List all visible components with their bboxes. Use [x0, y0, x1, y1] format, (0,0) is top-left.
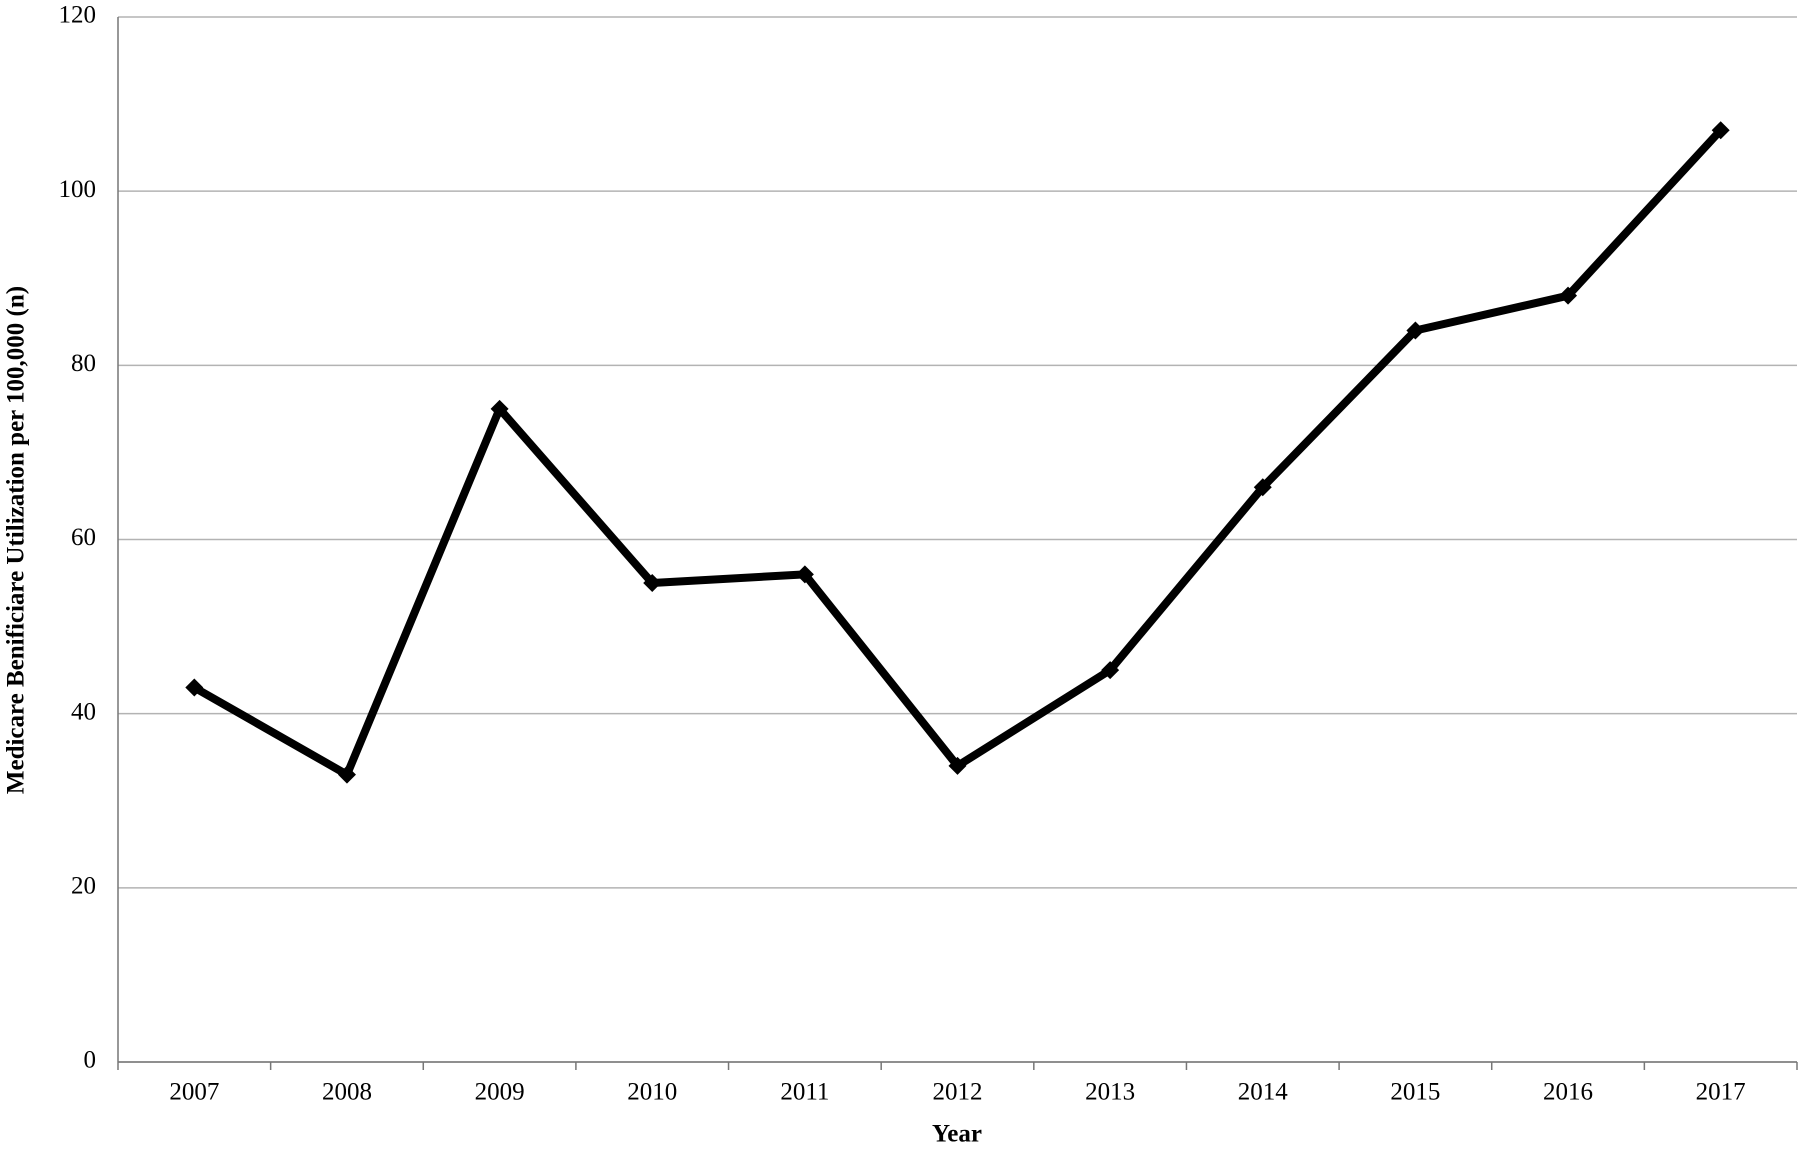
data-marker — [337, 765, 356, 784]
data-line — [192, 127, 1724, 779]
x-tick-label: 2010 — [627, 1079, 677, 1106]
x-axis-label: Year — [932, 1121, 982, 1148]
x-tick-label: 2008 — [322, 1079, 372, 1106]
data-marker — [1406, 321, 1425, 340]
data-marker — [185, 678, 204, 697]
y-tick-label: 0 — [84, 1047, 97, 1074]
data-marker — [1253, 478, 1272, 497]
x-tick-label: 2013 — [1085, 1079, 1135, 1106]
x-tick-label: 2017 — [1696, 1079, 1746, 1106]
y-tick-label: 100 — [59, 176, 97, 203]
x-tick-label: 2012 — [933, 1079, 983, 1106]
y-tick-label: 40 — [71, 698, 96, 725]
x-tick-label: 2016 — [1543, 1079, 1593, 1106]
data-marker — [795, 565, 814, 584]
data-marker — [490, 399, 509, 418]
x-tick-label: 2009 — [475, 1079, 525, 1106]
y-tick-label: 20 — [71, 873, 96, 900]
data-marker — [1101, 661, 1120, 680]
data-marker — [1559, 286, 1578, 305]
data-marker — [643, 574, 662, 593]
data-marker — [1711, 121, 1730, 140]
x-tick-label: 2011 — [780, 1079, 829, 1106]
data-marker — [948, 756, 967, 775]
y-tick-label: 60 — [71, 524, 96, 551]
x-tick-label: 2014 — [1238, 1079, 1289, 1106]
y-axis-label: Medicare Benificiare Utilization per 100… — [3, 286, 30, 794]
x-tick-label: 2015 — [1390, 1079, 1440, 1106]
y-tick-label: 80 — [71, 350, 96, 377]
y-tick-label: 120 — [59, 2, 97, 29]
x-tick-label: 2007 — [169, 1079, 219, 1106]
